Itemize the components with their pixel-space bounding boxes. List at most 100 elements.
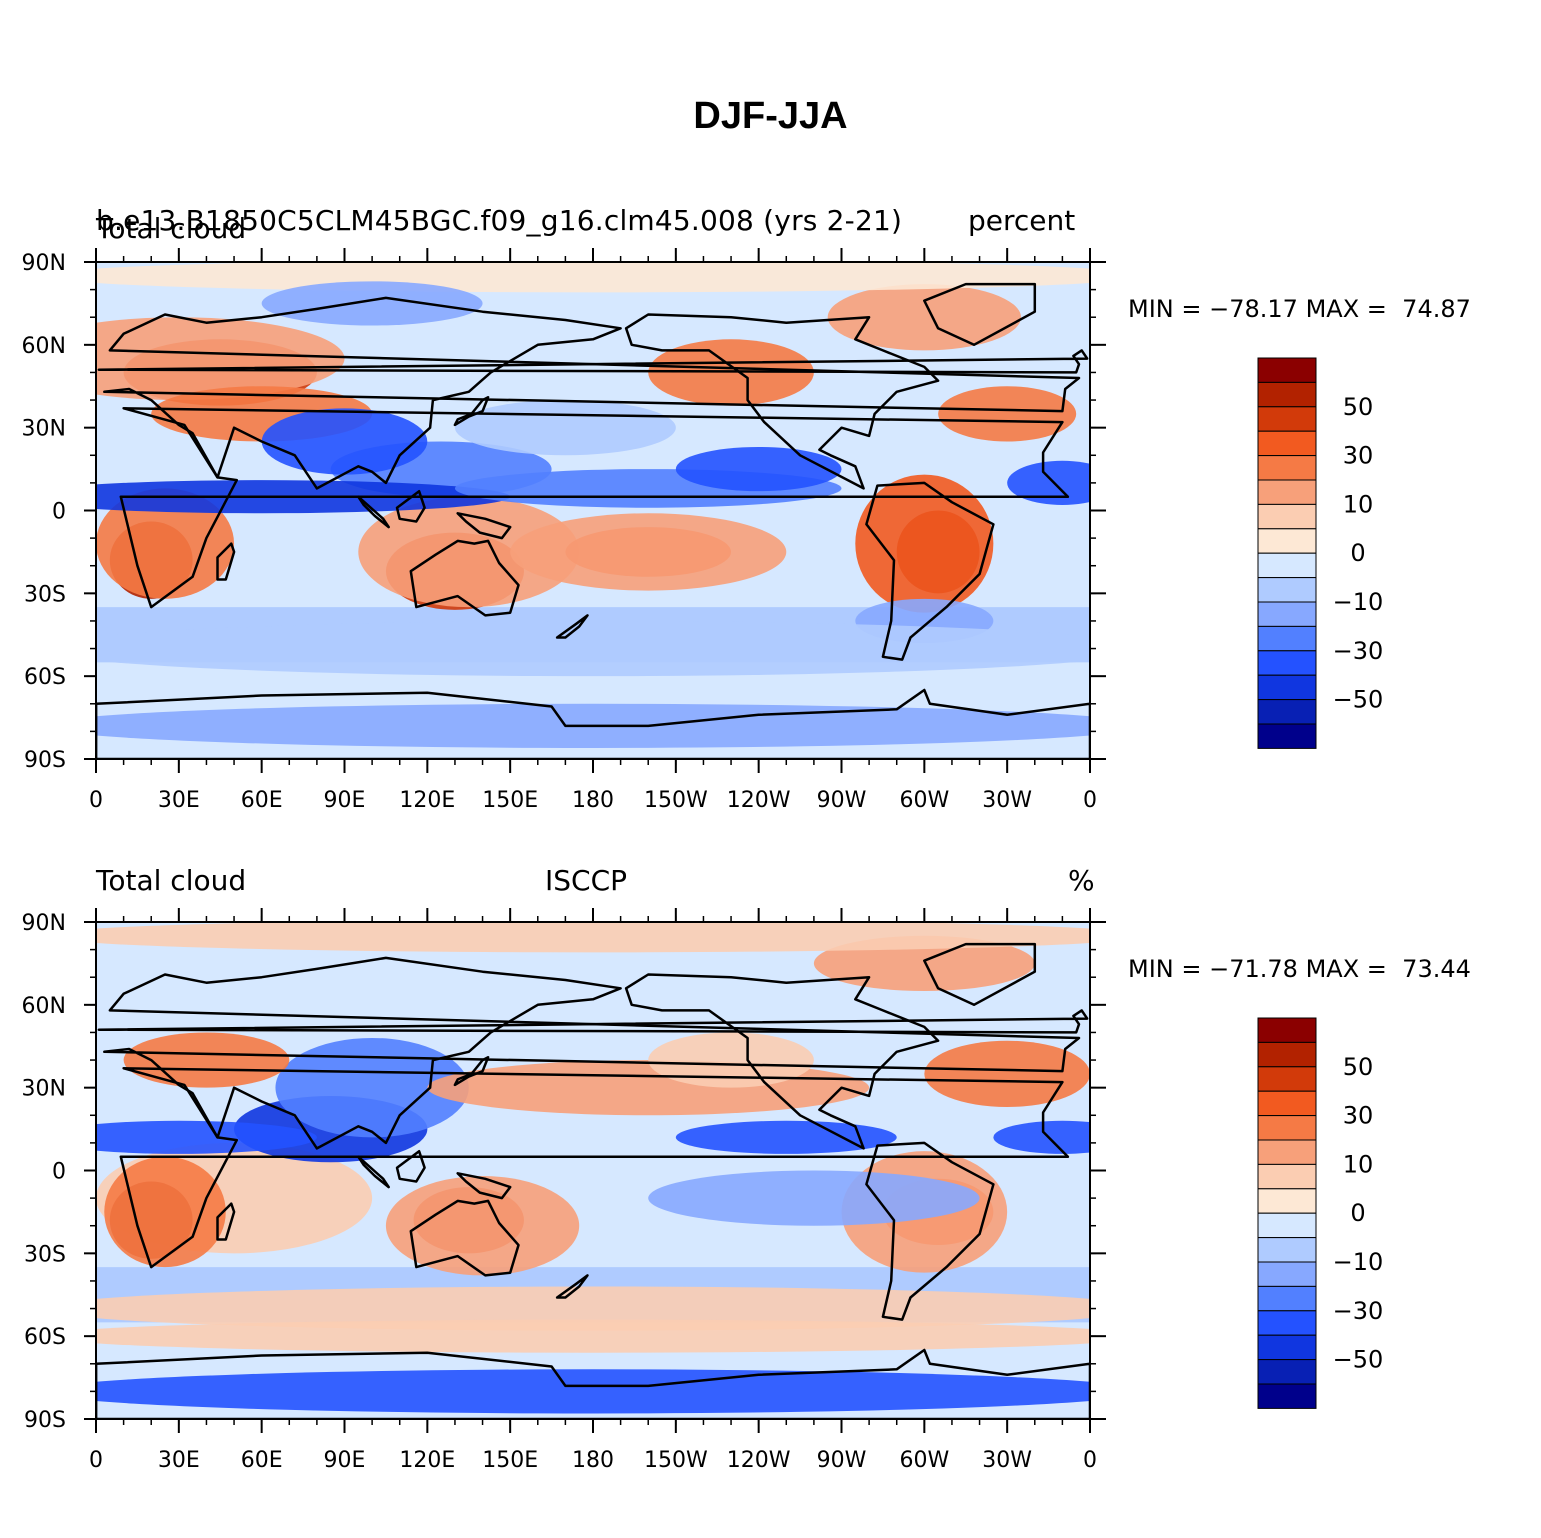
coastline-new-zealand: [555, 1274, 589, 1299]
coastline-greenland: [923, 942, 1037, 1007]
lon-tick-label: 120E: [399, 788, 455, 813]
colorbar-label: −30: [1333, 637, 1384, 665]
colorbar-swatch: [1257, 699, 1317, 725]
coastline-africa: [119, 407, 1070, 609]
field-blob: [261, 408, 428, 475]
colorbar-label: 30: [1343, 442, 1374, 470]
panel-units-label: %: [1068, 864, 1095, 897]
lon-tick-label: 60W: [899, 788, 949, 813]
field-blob: [675, 446, 842, 492]
lon-tick-label: 60W: [899, 1448, 949, 1473]
coastline-new-zealand: [555, 614, 589, 639]
field-blob: [385, 1176, 580, 1276]
coastline-madagascar: [216, 542, 236, 581]
colorbar-label: 0: [1350, 1199, 1365, 1227]
coastline-uk: [97, 1009, 1089, 1034]
colorbar-label: −30: [1333, 1297, 1384, 1325]
lon-tick-label: 120E: [399, 1448, 455, 1473]
lon-tick-label: 0: [1083, 1448, 1097, 1473]
map-plot: 90N 60N 30N 0 30S 60S 90S 0 30E 60E 90E 120E 150E 180…: [0, 248, 1384, 813]
lon-tick-label: 180: [572, 1448, 614, 1473]
colorbar-swatch: [1257, 455, 1317, 481]
lon-tick-label: 30E: [158, 1448, 200, 1473]
field-blob: [275, 1037, 469, 1138]
min-value: −71.78: [1209, 955, 1298, 983]
colorbar-swatch: [1257, 1383, 1317, 1409]
coastline-uk: [97, 349, 1089, 374]
field-blob: [648, 1170, 980, 1226]
max-label: MAX =: [1305, 955, 1387, 983]
field-blob: [96, 1286, 1090, 1331]
field-blob: [510, 513, 787, 591]
field-blob: [261, 281, 483, 326]
colorbar-label: 10: [1343, 1150, 1374, 1178]
lon-tick-label: 180: [572, 788, 614, 813]
field-blob: [648, 1032, 814, 1088]
map-panel-model: b.e13.B1850C5CLM45BGC.f09_g16.clm45.008 …: [0, 190, 1541, 830]
colorbar-swatch: [1257, 1163, 1317, 1190]
min-max-stats: MIN = −78.17 MAX = 74.87: [1128, 295, 1471, 323]
field-blob: [96, 922, 1090, 953]
min-max-stats: MIN = −71.78 MAX = 73.44: [1128, 955, 1471, 983]
coastline-eurasia: [103, 296, 1081, 490]
field-blob: [96, 1319, 1090, 1353]
coastline-japan: [453, 1056, 490, 1087]
colorbar-swatch: [1257, 1212, 1317, 1239]
colorbar-swatch: [1257, 1139, 1317, 1165]
lat-tick-label: 30N: [22, 1077, 66, 1102]
field-blob: [993, 1120, 1090, 1154]
coastline-madagascar: [216, 1202, 236, 1241]
coastline-antarctica: [96, 1348, 1090, 1419]
lon-tick-label: 30W: [982, 1448, 1032, 1473]
colorbar-swatch: [1257, 577, 1317, 603]
lat-tick-label: 60S: [24, 1325, 66, 1350]
field-blob: [96, 262, 1090, 293]
max-value: 74.87: [1402, 295, 1471, 323]
colorbar-label: −50: [1333, 1346, 1384, 1374]
colorbar-swatch: [1257, 381, 1317, 408]
lat-tick-label: 90N: [22, 911, 66, 936]
contour-field: [0, 922, 1090, 1419]
lon-tick-label: 90E: [324, 1448, 366, 1473]
coastline-japan: [453, 396, 490, 427]
lat-tick-label: 90S: [24, 1408, 66, 1433]
lat-tick-label: 60N: [22, 994, 66, 1019]
lon-tick-label: 0: [1083, 788, 1097, 813]
coastline-australia: [409, 539, 520, 617]
panel-left-label: Total cloud: [96, 864, 247, 897]
coastline-south-america: [865, 481, 995, 661]
colorbar-label: −10: [1333, 588, 1384, 616]
panel-center-label: ISCCP: [545, 864, 628, 897]
lon-tick-label: 0: [89, 1448, 103, 1473]
coastline-south-america: [865, 1141, 995, 1321]
colorbar-swatch: [1257, 650, 1317, 676]
lat-tick-label: 90N: [22, 251, 66, 276]
colorbar-swatch: [1257, 625, 1317, 652]
field-blob: [104, 1156, 226, 1268]
colorbar-swatch: [1257, 1359, 1317, 1385]
lat-tick-label: 0: [52, 1160, 66, 1185]
colorbar-swatch: [1257, 1334, 1317, 1361]
coastline-new-guinea: [456, 1172, 512, 1200]
lon-tick-label: 150W: [644, 1448, 708, 1473]
field-blob: [675, 1120, 897, 1154]
max-value: 73.44: [1402, 955, 1471, 983]
max-label: MAX =: [1305, 295, 1387, 323]
coastline-greenland: [923, 282, 1037, 347]
coastline-sumatra: [357, 1155, 390, 1189]
colorbar-swatch: [1257, 357, 1317, 383]
coastline-new-guinea: [456, 512, 512, 540]
colorbar-swatch: [1257, 552, 1317, 579]
lon-tick-label: 150W: [644, 788, 708, 813]
coastline-eurasia: [0, 298, 85, 489]
coastline-eurasia: [0, 958, 85, 1149]
lon-tick-label: 90E: [324, 788, 366, 813]
lon-tick-label: 150E: [482, 1448, 538, 1473]
colorbar-swatch: [1257, 479, 1317, 505]
field-blob: [1007, 460, 1090, 505]
colorbar-swatch: [1257, 430, 1317, 457]
colorbar-label: 50: [1343, 393, 1374, 421]
panel-left-label: Total cloud: [96, 212, 247, 245]
min-value: −78.17: [1209, 295, 1298, 323]
coastline-australia: [409, 1199, 520, 1277]
